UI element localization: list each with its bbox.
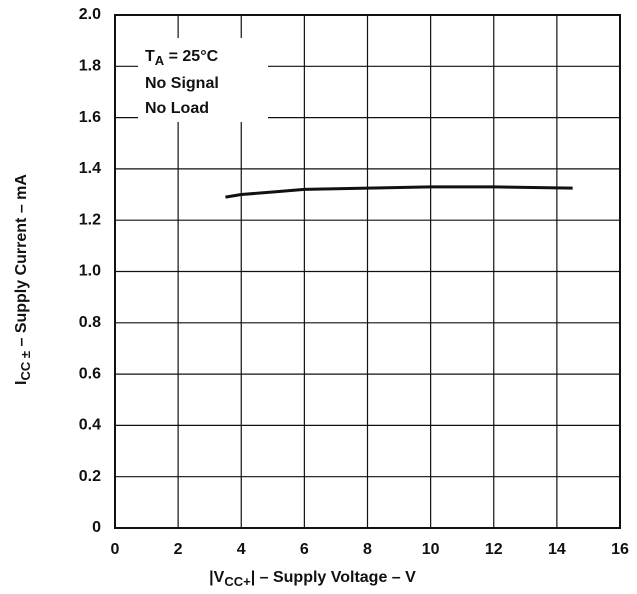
x-axis-label-part: | – Supply Voltage – V	[251, 569, 416, 586]
y-tick-label: 0.4	[79, 417, 101, 434]
y-tick-label: 1.2	[79, 211, 101, 228]
x-tick-label: 8	[363, 541, 372, 558]
annotation-part: A	[155, 53, 165, 68]
x-axis-label-part: |V	[209, 569, 224, 586]
x-tick-label: 16	[611, 541, 629, 558]
annotation-part: T	[145, 48, 155, 65]
x-tick-label: 2	[174, 541, 183, 558]
y-tick-label: 2.0	[79, 6, 101, 23]
y-tick-label: 1.6	[79, 109, 101, 126]
y-tick-label: 1.8	[79, 58, 101, 75]
x-tick-label: 4	[237, 541, 246, 558]
y-tick-label: 1.4	[79, 160, 101, 177]
annotation-part: = 25°C	[164, 48, 218, 65]
y-axis-label-part: CC ±	[18, 351, 33, 381]
x-tick-label: 6	[300, 541, 309, 558]
y-tick-label: 0	[92, 519, 101, 536]
annotation: TA = 25°C	[145, 48, 219, 68]
y-axis-label: ICC ± – Supply Current – mA	[13, 174, 33, 385]
x-axis-label-part: CC+	[224, 574, 251, 589]
y-tick-label: 0.8	[79, 314, 101, 331]
x-tick-label: 14	[548, 541, 566, 558]
y-axis-label-part: I	[13, 381, 30, 385]
annotation-background	[138, 38, 268, 122]
y-axis-label-part: – Supply Current – mA	[13, 174, 30, 351]
y-tick-label: 0.2	[79, 468, 101, 485]
y-tick-label: 1.0	[79, 263, 101, 280]
data-line	[225, 185, 573, 199]
plot-frame	[114, 14, 621, 529]
annotation: No Signal	[145, 75, 219, 92]
x-tick-label: 10	[422, 541, 440, 558]
y-tick-label: 0.6	[79, 365, 101, 382]
x-axis-label: |VCC+| – Supply Voltage – V	[209, 569, 416, 589]
x-tick-label: 12	[485, 541, 503, 558]
annotation: No Load	[145, 100, 209, 117]
x-tick-label: 0	[111, 541, 120, 558]
